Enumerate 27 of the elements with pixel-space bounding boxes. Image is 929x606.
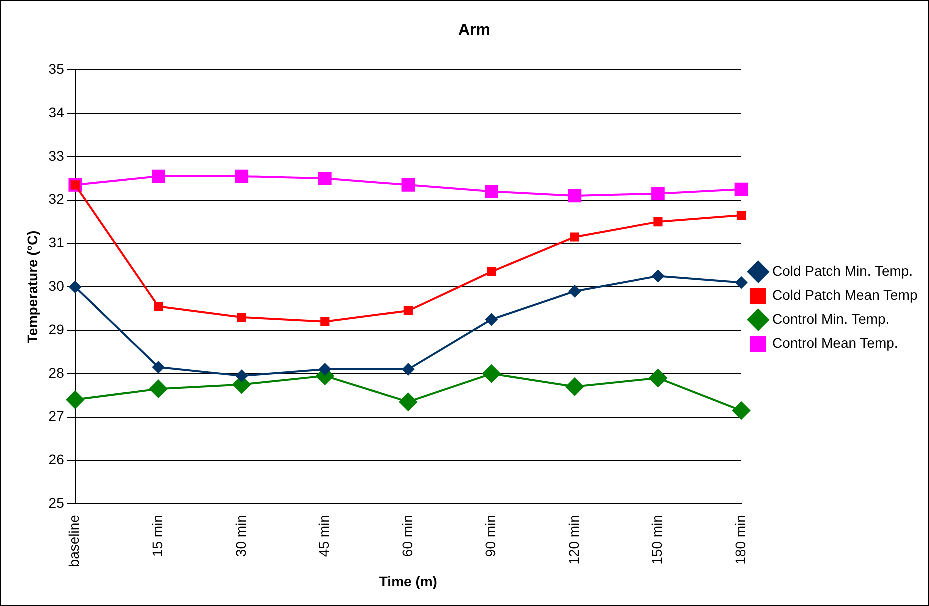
x-tick-label: 60 min	[399, 515, 416, 558]
y-axis-title: Temperature (°C)	[24, 230, 40, 344]
legend-label: Control Mean Temp.	[772, 334, 898, 351]
y-tick-label: 28	[48, 364, 65, 381]
legend-label: Cold Patch Mean Temp	[772, 286, 918, 303]
y-tick-label: 31	[48, 234, 65, 251]
x-tick-label: baseline	[66, 514, 82, 568]
legend-label: Cold Patch Min. Temp.	[772, 262, 914, 279]
y-tick-label: 34	[48, 104, 65, 120]
x-tick-label: 45 min	[316, 515, 332, 558]
y-tick-label: 29	[48, 321, 65, 338]
y-tick-label: 27	[48, 408, 65, 424]
x-tick-label: 120 min	[566, 515, 582, 565]
y-tick-label: 33	[48, 148, 65, 164]
y-tick-label: 25	[48, 494, 65, 511]
x-axis-title: Time (m)	[379, 573, 438, 590]
x-tick-label: 150 min	[649, 515, 666, 565]
y-tick-label: 30	[48, 278, 65, 294]
y-tick-label: 32	[48, 191, 65, 208]
y-tick-label: 26	[48, 452, 65, 468]
x-tick-label: 30 min	[232, 515, 249, 558]
chart-title: Arm	[458, 22, 491, 40]
y-tick-label: 35	[48, 61, 65, 78]
x-tick-label: 15 min	[149, 515, 166, 558]
x-tick-label: 90 min	[482, 515, 499, 558]
legend-label: Control Min. Temp.	[772, 310, 890, 327]
x-tick-label: 180 min	[732, 515, 748, 565]
